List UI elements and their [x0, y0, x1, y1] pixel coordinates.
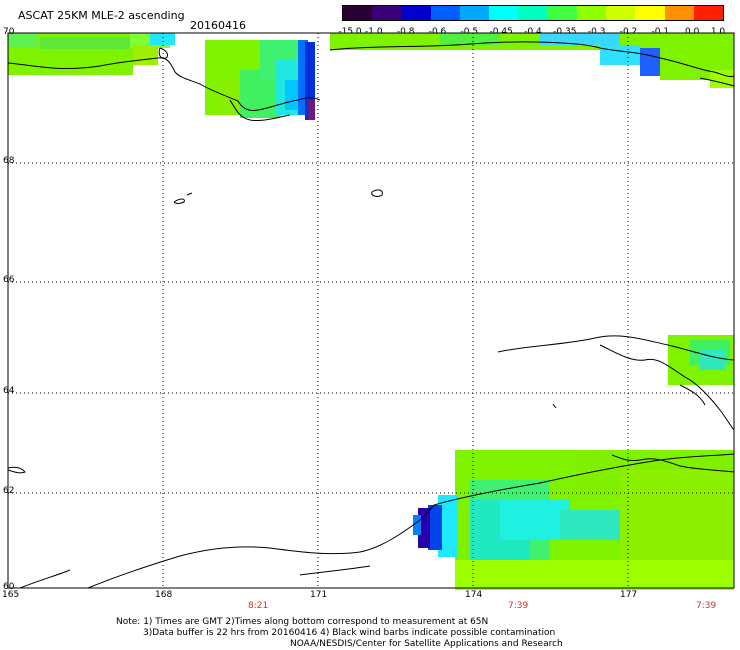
- colorbar-swatch: [606, 6, 636, 20]
- time-label-3: 7:39: [696, 601, 717, 611]
- colorbar-swatch: [372, 6, 402, 20]
- footer-credit: NOAA/NESDIS/Center for Satellite Applica…: [290, 639, 563, 649]
- colorbar-tick-label: -0.6: [428, 27, 447, 37]
- lon-label-171: 171: [310, 590, 328, 600]
- colorbar-labels: -15.0 -1.0 -0.8 -0.6 -0.5 -0.45 -0.4 -0.35 -0.3 -…: [0, 0, 740, 40]
- colorbar-tick-label: -15.0: [338, 27, 362, 37]
- colorbar-tick-label: -0.3: [587, 27, 606, 37]
- colorbar: [342, 5, 724, 21]
- colorbar-tick-label: -0.5: [460, 27, 479, 37]
- coastlines: [7, 41, 735, 589]
- product-date: 20160416: [190, 19, 246, 32]
- colorbar-swatch: [401, 6, 431, 20]
- colorbar-tick-label: -0.4: [524, 27, 542, 37]
- colorbar-tick-label: 0.0: [684, 27, 700, 37]
- colorbar-swatch: [664, 6, 694, 20]
- lon-label-177: 177: [620, 590, 638, 600]
- wind-data-swaths: [8, 33, 734, 590]
- colorbar-swatch: [489, 6, 519, 20]
- lon-label-168: 168: [155, 590, 173, 600]
- lat-label-70: 70: [3, 27, 15, 37]
- footer-note-1: Note: 1) Times are GMT 2)Times along bot…: [116, 617, 489, 627]
- colorbar-tick-label: -0.45: [489, 27, 513, 37]
- lat-label-62: 62: [3, 486, 15, 496]
- time-label-1: 8:21: [248, 601, 269, 611]
- lat-label-66: 66: [3, 275, 15, 285]
- colorbar-swatch: [430, 6, 460, 20]
- colorbar-swatch: [693, 6, 724, 20]
- graticule: [8, 32, 734, 588]
- time-label-2: 7:39: [508, 601, 529, 611]
- colorbar-swatch: [576, 6, 607, 20]
- footer-note-2: 3)Data buffer is 22 hrs from 20160416 4)…: [143, 628, 556, 638]
- lon-label-165: 165: [2, 590, 20, 600]
- colorbar-swatch: [343, 6, 373, 20]
- colorbar-tick-label: -0.2: [619, 27, 638, 37]
- colorbar-swatch: [547, 6, 577, 20]
- colorbar-swatch: [635, 6, 665, 20]
- colorbar-swatch: [518, 6, 548, 20]
- colorbar-tick-label: -1.0: [365, 27, 383, 37]
- lat-label-64: 64: [3, 386, 15, 396]
- lat-label-60: 60: [3, 582, 15, 592]
- lon-label-174: 174: [465, 590, 483, 600]
- map-frame: [7, 32, 735, 589]
- colorbar-tick-label: -0.35: [553, 27, 577, 37]
- colorbar-swatch: [459, 6, 490, 20]
- lat-label-68: 68: [3, 156, 15, 166]
- colorbar-tick-label: 1.0: [710, 27, 726, 37]
- product-title: ASCAT 25KM MLE-2 ascending: [18, 9, 185, 22]
- colorbar-tick-label: -0.1: [651, 27, 670, 37]
- colorbar-swatches: [342, 5, 724, 21]
- colorbar-tick-label: -0.8: [396, 27, 415, 37]
